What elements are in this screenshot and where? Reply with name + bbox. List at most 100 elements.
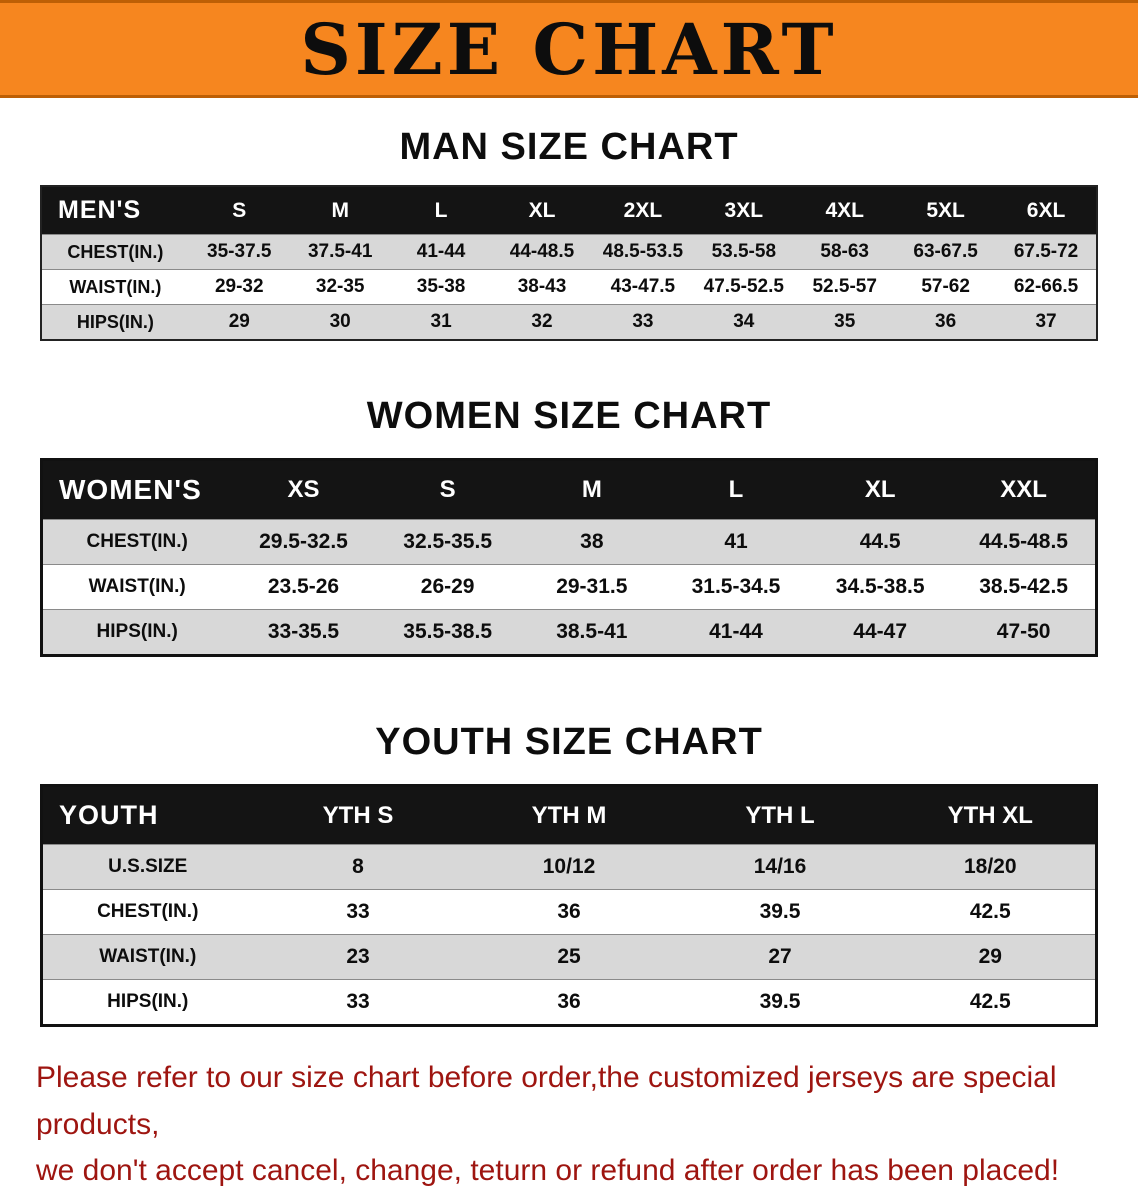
measurement-value-cell: 30 — [329, 311, 351, 332]
disclaimer-note: Please refer to our size chart before or… — [0, 1055, 1138, 1195]
measurement-label-cell: CHEST(IN.) — [86, 531, 188, 552]
measurement-value-cell: 35-37.5 — [207, 241, 272, 262]
measurement-value-cell: 32.5-35.5 — [403, 530, 493, 553]
size-header-cell: 2XL — [592, 186, 694, 235]
size-header-cell: YTH M — [463, 785, 675, 845]
youth-section-heading: YOUTH SIZE CHART — [375, 721, 763, 763]
measurement-value-cell: 23.5-26 — [267, 575, 340, 598]
men-size-table: MEN'S S M L XL 2XL 3XL 4XL 5XL 6XL CHEST(IN.) 35-37… — [40, 185, 1098, 341]
measurement-value-cell: 53.5-58 — [711, 241, 777, 262]
size-header-cell: M — [289, 186, 391, 235]
measurement-value-cell: 36 — [557, 990, 581, 1013]
table-row: WAIST(IN.) 23 25 27 29 — [41, 934, 1097, 980]
size-header-cell: 5XL — [895, 186, 997, 235]
measurement-value-cell: 52.5-57 — [812, 276, 877, 297]
measurement-value-cell: 35-38 — [416, 276, 466, 297]
measurement-value-cell: 39.5 — [759, 990, 801, 1013]
measurement-value-cell: 32 — [531, 311, 553, 332]
measurement-value-cell: 41-44 — [709, 620, 763, 643]
measurement-value-cell: 44-47 — [853, 620, 908, 643]
measurement-value-cell: 25 — [557, 945, 581, 968]
measurement-value-cell: 35.5-38.5 — [403, 620, 493, 643]
measurement-value-cell: 44-48.5 — [509, 241, 575, 262]
measurement-value-cell: 27 — [768, 945, 792, 968]
measurement-value-cell: 38-43 — [517, 276, 567, 297]
table-row: HIPS(IN.) 33 36 39.5 42.5 — [41, 979, 1097, 1026]
measurement-value-cell: 48.5-53.5 — [602, 241, 684, 262]
table-row: WAIST(IN.) 29-32 32-35 35-38 38-43 43-47.5 47.… — [41, 269, 1097, 305]
measurement-label-cell: U.S.SIZE — [108, 856, 188, 877]
table-row: CHEST(IN.) 35-37.5 37.5-41 41-44 44-48.5 48.5… — [41, 234, 1097, 270]
table-title-cell: YOUTH — [41, 785, 253, 845]
measurement-value-cell: 58-63 — [820, 241, 870, 262]
youth-size-table: YOUTH YTH S YTH M YTH L YTH XL U.S.SIZE 8 10/12… — [40, 784, 1098, 1027]
measurement-value-cell: 10/12 — [542, 855, 596, 878]
men-size-section: MAN SIZE CHART MEN'S S M L XL 2XL 3XL 4XL 5XL 6XL… — [0, 126, 1138, 341]
measurement-label-cell: HIPS(IN.) — [107, 991, 189, 1012]
measurement-value-cell: 18/20 — [963, 855, 1017, 878]
measurement-value-cell: 63-67.5 — [913, 241, 978, 262]
measurement-value-cell: 47-50 — [996, 620, 1051, 643]
measurement-value-cell: 33 — [632, 311, 654, 332]
measurement-value-cell: 33 — [346, 990, 370, 1013]
men-section-heading: MAN SIZE CHART — [399, 126, 739, 168]
measurement-value-cell: 38.5-41 — [556, 620, 628, 643]
measurement-label-cell: HIPS(IN.) — [76, 311, 154, 332]
measurement-value-cell: 42.5 — [969, 900, 1011, 923]
size-header-cell: S — [188, 186, 290, 235]
table-row: CHEST(IN.) 29.5-32.5 32.5-35.5 38 41 44.5 44.5… — [41, 519, 1097, 565]
measurement-value-cell: 43-47.5 — [610, 276, 676, 297]
measurement-value-cell: 26-29 — [420, 575, 475, 598]
measurement-value-cell: 37.5-41 — [307, 241, 373, 262]
measurement-value-cell: 33 — [346, 900, 370, 923]
measurement-value-cell: 29-32 — [214, 276, 264, 297]
measurement-value-cell: 47.5-52.5 — [703, 276, 784, 297]
women-size-section: WOMEN SIZE CHART WOMEN'S XS S M L XL XXL CHEST(… — [0, 395, 1138, 657]
measurement-value-cell: 62-66.5 — [1013, 276, 1079, 297]
table-row: U.S.SIZE 8 10/12 14/16 18/20 — [41, 844, 1097, 890]
measurement-value-cell: 32-35 — [315, 276, 365, 297]
youth-size-section: YOUTH SIZE CHART YOUTH YTH S YTH M YTH L YTH… — [0, 721, 1138, 1027]
measurement-value-cell: 33-35.5 — [267, 620, 340, 643]
size-header-cell: XL — [808, 459, 953, 520]
size-header-cell: XXL — [952, 459, 1097, 520]
disclaimer-line2: we don't accept cancel, change, teturn o… — [36, 1154, 1060, 1187]
measurement-value-cell: 35 — [834, 311, 856, 332]
table-title-cell: WOMEN'S — [41, 459, 232, 520]
size-header-cell: M — [519, 459, 664, 520]
measurement-value-cell: 29-31.5 — [556, 575, 628, 598]
table-header-row: MEN'S S M L XL 2XL 3XL 4XL 5XL 6XL — [41, 186, 1097, 235]
table-row: HIPS(IN.) 33-35.5 35.5-38.5 38.5-41 41-44 44-… — [41, 609, 1097, 656]
table-row: HIPS(IN.) 29 30 31 32 33 34 35 36 37 — [41, 304, 1097, 340]
table-row: WAIST(IN.) 23.5-26 26-29 29-31.5 31.5-34.5 34… — [41, 564, 1097, 610]
size-header-cell: 3XL — [693, 186, 795, 235]
size-header-cell: YTH L — [674, 785, 886, 845]
size-header-cell: 4XL — [794, 186, 896, 235]
measurement-value-cell: 29.5-32.5 — [259, 530, 348, 553]
measurement-value-cell: 41 — [724, 530, 748, 553]
measurement-value-cell: 38 — [580, 530, 604, 553]
disclaimer-line1: Please refer to our size chart before or… — [36, 1061, 1057, 1141]
size-header-cell: YTH S — [252, 785, 464, 845]
measurement-value-cell: 36 — [557, 900, 581, 923]
measurement-label-cell: CHEST(IN.) — [97, 901, 199, 922]
measurement-label-cell: HIPS(IN.) — [96, 621, 178, 642]
title-banner: SIZE CHART — [0, 0, 1138, 98]
measurement-value-cell: 23 — [346, 945, 370, 968]
measurement-label-cell: WAIST(IN.) — [88, 576, 186, 597]
table-title-cell: MEN'S — [41, 186, 189, 235]
table-header-row: WOMEN'S XS S M L XL XXL — [41, 459, 1097, 520]
measurement-value-cell: 34.5-38.5 — [835, 575, 925, 598]
size-header-cell: YTH XL — [885, 785, 1097, 845]
measurement-value-cell: 41-44 — [416, 241, 466, 262]
measurement-value-cell: 29 — [978, 945, 1002, 968]
measurement-value-cell: 44.5 — [859, 530, 901, 553]
page-title: SIZE CHART — [300, 7, 838, 91]
size-header-cell: XL — [491, 186, 593, 235]
size-header-cell: S — [375, 459, 520, 520]
measurement-value-cell: 57-62 — [921, 276, 970, 297]
table-row: CHEST(IN.) 33 36 39.5 42.5 — [41, 889, 1097, 935]
women-size-table: WOMEN'S XS S M L XL XXL CHEST(IN.) 29.5-32.5 32.5… — [40, 458, 1098, 657]
measurement-value-cell: 37 — [1035, 311, 1057, 332]
